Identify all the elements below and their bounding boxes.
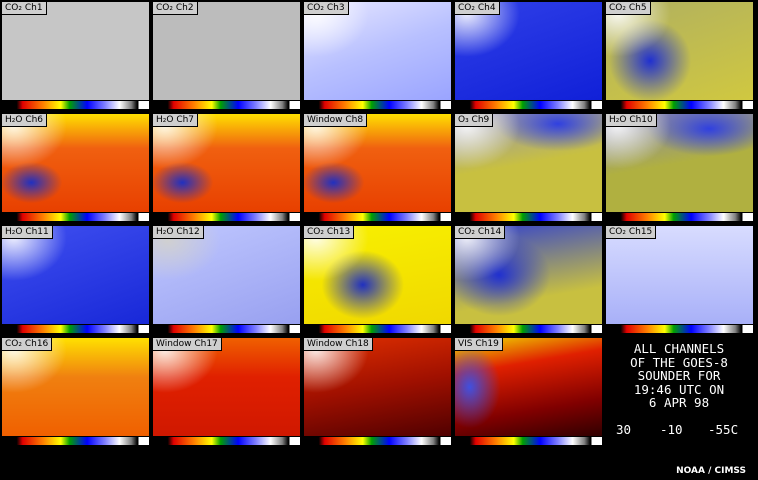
channel-label: H₂O Ch6	[2, 114, 48, 127]
color-bar	[455, 437, 602, 445]
channel-label: CO₂ Ch16	[2, 338, 53, 351]
channel-image: Window Ch8	[304, 114, 451, 212]
channel-image: CO₂ Ch15	[606, 226, 753, 324]
color-bar	[153, 213, 300, 221]
color-bar	[304, 101, 451, 109]
channel-label: Window Ch18	[304, 338, 373, 351]
color-bar	[153, 437, 300, 445]
info-line: SOUNDER FOR	[637, 368, 721, 383]
color-bar	[2, 325, 149, 333]
channel-image: H₂O Ch7	[153, 114, 300, 212]
channel-label: CO₂ Ch4	[455, 2, 500, 15]
channel-image: CO₂ Ch2	[153, 2, 300, 100]
color-bar	[455, 213, 602, 221]
channel-image: O₃ Ch9	[455, 114, 602, 212]
color-bar	[606, 101, 753, 109]
channel-image: VIS Ch19	[455, 338, 602, 436]
channel-image: CO₂ Ch5	[606, 2, 753, 100]
color-bar	[606, 213, 753, 221]
color-bar	[455, 325, 602, 333]
info-line: 19:46 UTC ON	[633, 381, 725, 397]
channel-image: CO₂ Ch14	[455, 226, 602, 324]
channel-image: CO₂ Ch13	[304, 226, 451, 324]
scale-label: -55C	[708, 422, 739, 437]
channel-label: CO₂ Ch15	[606, 226, 657, 239]
color-bar	[153, 101, 300, 109]
credit: NOAA / CIMSS	[676, 466, 746, 476]
color-bar	[153, 325, 300, 333]
channel-image: H₂O Ch12	[153, 226, 300, 324]
channel-label: O₃ Ch9	[455, 114, 494, 127]
channel-label: CO₂ Ch3	[304, 2, 349, 15]
info-line: ALL CHANNELS	[633, 341, 725, 356]
channel-label: VIS Ch19	[455, 338, 503, 351]
channel-label: CO₂ Ch1	[2, 2, 47, 15]
channel-image: H₂O Ch6	[2, 114, 149, 212]
channel-label: Window Ch8	[304, 114, 368, 127]
channel-image: H₂O Ch10	[606, 114, 753, 212]
channel-image: CO₂ Ch3	[304, 2, 451, 100]
info-line: 6 APR 98	[648, 395, 710, 410]
info-block: ALL CHANNELS OF THE GOES-8 SOUNDER FOR 1…	[608, 342, 750, 410]
color-bar	[2, 101, 149, 109]
channel-label: CO₂ Ch5	[606, 2, 651, 15]
channel-label: H₂O Ch12	[153, 226, 204, 239]
color-bar	[2, 437, 149, 445]
channel-label: CO₂ Ch2	[153, 2, 198, 15]
channel-image: CO₂ Ch16	[2, 338, 149, 436]
color-bar	[304, 213, 451, 221]
color-bar	[455, 101, 602, 109]
channel-image: CO₂ Ch1	[2, 2, 149, 100]
channel-label: CO₂ Ch13	[304, 226, 355, 239]
channel-image: H₂O Ch11	[2, 226, 149, 324]
info-line: OF THE GOES-8	[630, 354, 728, 370]
color-bar	[304, 437, 451, 445]
channel-label: Window Ch17	[153, 338, 222, 351]
channel-label: H₂O Ch11	[2, 226, 53, 239]
color-bar	[304, 325, 451, 333]
channel-label: H₂O Ch10	[606, 114, 657, 127]
channel-image: CO₂ Ch4	[455, 2, 602, 100]
color-bar	[2, 213, 149, 221]
channel-label: H₂O Ch7	[153, 114, 199, 127]
channel-label: CO₂ Ch14	[455, 226, 506, 239]
scale-label: -10	[660, 422, 683, 437]
channel-image: Window Ch18	[304, 338, 451, 436]
scale-label: 30	[616, 422, 632, 437]
channel-image: Window Ch17	[153, 338, 300, 436]
color-bar	[606, 325, 753, 333]
